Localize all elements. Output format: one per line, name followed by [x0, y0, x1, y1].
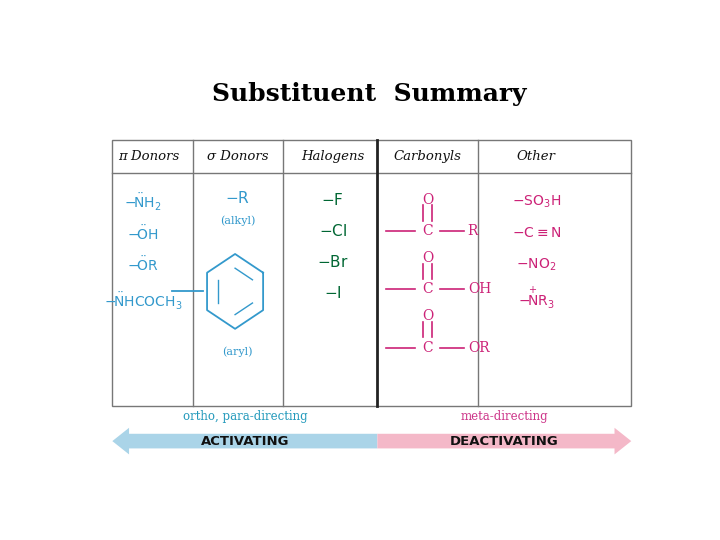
Text: $-\mathrm{R}$: $-\mathrm{R}$	[225, 190, 251, 206]
Text: $-\mathrm{F}$: $-\mathrm{F}$	[321, 192, 344, 208]
Text: $-\mathrm{C{\equiv}N}$: $-\mathrm{C{\equiv}N}$	[512, 226, 561, 240]
Text: (aryl): (aryl)	[222, 347, 253, 357]
Text: ortho, para-directing: ortho, para-directing	[183, 410, 307, 423]
Polygon shape	[377, 428, 631, 454]
Text: $-\!\ddot{\mathrm{N}}\mathrm{HCOCH_3}$: $-\!\ddot{\mathrm{N}}\mathrm{HCOCH_3}$	[104, 291, 182, 312]
Text: O: O	[422, 251, 433, 265]
Text: $-\!\ddot{\mathrm{N}}\mathrm{H_2}$: $-\!\ddot{\mathrm{N}}\mathrm{H_2}$	[125, 192, 162, 213]
Text: C: C	[422, 341, 433, 355]
Text: OH: OH	[468, 282, 491, 296]
Text: $-\mathrm{I}$: $-\mathrm{I}$	[324, 286, 341, 301]
Text: O: O	[422, 193, 433, 207]
Text: R: R	[468, 224, 478, 238]
Text: $-\mathrm{NO_2}$: $-\mathrm{NO_2}$	[516, 256, 557, 273]
Text: OR: OR	[468, 341, 490, 355]
Polygon shape	[112, 428, 377, 454]
Text: $-\mathrm{Cl}$: $-\mathrm{Cl}$	[319, 223, 347, 239]
Text: $-\!\ddot{\mathrm{O}}\mathrm{R}$: $-\!\ddot{\mathrm{O}}\mathrm{R}$	[127, 255, 159, 274]
Text: Halogens: Halogens	[301, 150, 364, 163]
Text: Carbonyls: Carbonyls	[394, 150, 462, 163]
Text: (alkyl): (alkyl)	[220, 215, 256, 226]
Text: π Donors: π Donors	[118, 150, 179, 163]
Text: $-\!\overset{+}{\mathrm{N}}\mathrm{R_3}$: $-\!\overset{+}{\mathrm{N}}\mathrm{R_3}$	[518, 284, 555, 311]
Text: $-\!\ddot{\mathrm{O}}\mathrm{H}$: $-\!\ddot{\mathrm{O}}\mathrm{H}$	[127, 224, 158, 242]
Bar	[112, 140, 631, 406]
Text: Other: Other	[517, 150, 556, 163]
Text: ACTIVATING: ACTIVATING	[201, 435, 289, 448]
Text: Substituent  Summary: Substituent Summary	[212, 82, 526, 106]
Text: meta-directing: meta-directing	[461, 410, 548, 423]
Text: DEACTIVATING: DEACTIVATING	[450, 435, 559, 448]
Text: $-\mathrm{Br}$: $-\mathrm{Br}$	[317, 254, 348, 271]
Text: σ Donors: σ Donors	[207, 150, 269, 163]
Text: C: C	[422, 282, 433, 296]
Text: C: C	[422, 224, 433, 238]
Text: $-\mathrm{SO_3H}$: $-\mathrm{SO_3H}$	[512, 194, 561, 210]
Text: O: O	[422, 309, 433, 323]
